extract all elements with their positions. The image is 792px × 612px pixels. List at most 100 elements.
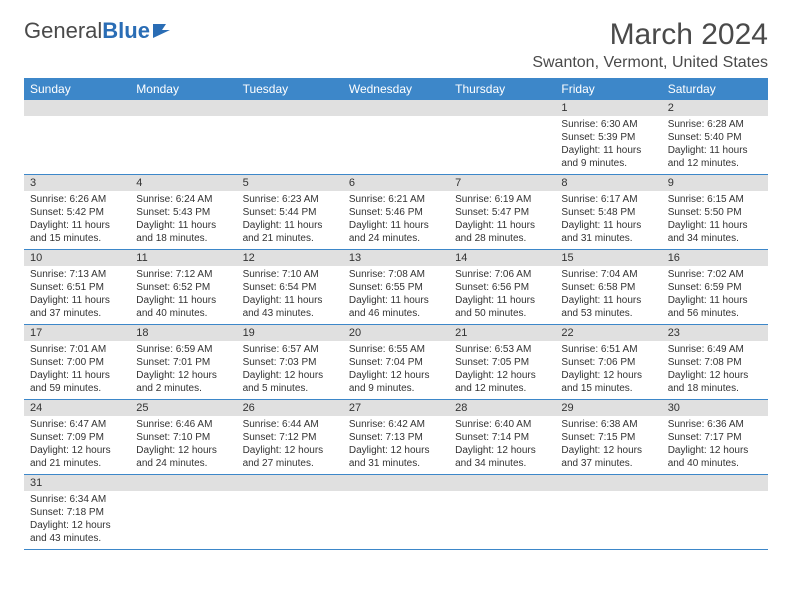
day-details: [449, 116, 555, 168]
day-number: 14: [449, 250, 555, 266]
calendar-day-cell: 17Sunrise: 7:01 AMSunset: 7:00 PMDayligh…: [24, 325, 130, 400]
day-number: 1: [555, 100, 661, 116]
day-number: 5: [237, 175, 343, 191]
calendar-day-cell: [555, 475, 661, 550]
daylight-text: Daylight: 11 hours and 15 minutes.: [30, 219, 124, 245]
calendar-day-cell: [24, 100, 130, 175]
daylight-text: Daylight: 12 hours and 34 minutes.: [455, 444, 549, 470]
sunrise-text: Sunrise: 6:15 AM: [668, 193, 762, 206]
sunrise-text: Sunrise: 6:44 AM: [243, 418, 337, 431]
sunrise-text: Sunrise: 6:30 AM: [561, 118, 655, 131]
day-details: Sunrise: 6:30 AMSunset: 5:39 PMDaylight:…: [555, 116, 661, 174]
daylight-text: Daylight: 12 hours and 5 minutes.: [243, 369, 337, 395]
weekday-header: Saturday: [662, 78, 768, 100]
day-number: [555, 475, 661, 491]
day-details: [237, 116, 343, 168]
calendar-day-cell: 4Sunrise: 6:24 AMSunset: 5:43 PMDaylight…: [130, 175, 236, 250]
sunrise-text: Sunrise: 6:26 AM: [30, 193, 124, 206]
sunrise-text: Sunrise: 6:17 AM: [561, 193, 655, 206]
sunrise-text: Sunrise: 7:12 AM: [136, 268, 230, 281]
sunset-text: Sunset: 5:43 PM: [136, 206, 230, 219]
day-number: [24, 100, 130, 116]
calendar-day-cell: 19Sunrise: 6:57 AMSunset: 7:03 PMDayligh…: [237, 325, 343, 400]
sunset-text: Sunset: 5:39 PM: [561, 131, 655, 144]
daylight-text: Daylight: 11 hours and 46 minutes.: [349, 294, 443, 320]
sunset-text: Sunset: 7:12 PM: [243, 431, 337, 444]
calendar-day-cell: 12Sunrise: 7:10 AMSunset: 6:54 PMDayligh…: [237, 250, 343, 325]
calendar-header-row: SundayMondayTuesdayWednesdayThursdayFrid…: [24, 78, 768, 100]
day-details: Sunrise: 6:28 AMSunset: 5:40 PMDaylight:…: [662, 116, 768, 174]
sunrise-text: Sunrise: 6:55 AM: [349, 343, 443, 356]
day-details: Sunrise: 7:02 AMSunset: 6:59 PMDaylight:…: [662, 266, 768, 324]
daylight-text: Daylight: 12 hours and 12 minutes.: [455, 369, 549, 395]
calendar-day-cell: 25Sunrise: 6:46 AMSunset: 7:10 PMDayligh…: [130, 400, 236, 475]
daylight-text: Daylight: 12 hours and 18 minutes.: [668, 369, 762, 395]
daylight-text: Daylight: 11 hours and 34 minutes.: [668, 219, 762, 245]
calendar-day-cell: 21Sunrise: 6:53 AMSunset: 7:05 PMDayligh…: [449, 325, 555, 400]
day-details: Sunrise: 6:24 AMSunset: 5:43 PMDaylight:…: [130, 191, 236, 249]
day-details: Sunrise: 7:06 AMSunset: 6:56 PMDaylight:…: [449, 266, 555, 324]
sunset-text: Sunset: 7:01 PM: [136, 356, 230, 369]
day-number: 4: [130, 175, 236, 191]
day-details: Sunrise: 6:26 AMSunset: 5:42 PMDaylight:…: [24, 191, 130, 249]
day-number: [449, 475, 555, 491]
day-number: [449, 100, 555, 116]
day-number: 13: [343, 250, 449, 266]
sunset-text: Sunset: 7:14 PM: [455, 431, 549, 444]
day-number: 28: [449, 400, 555, 416]
day-number: 20: [343, 325, 449, 341]
calendar-day-cell: 1Sunrise: 6:30 AMSunset: 5:39 PMDaylight…: [555, 100, 661, 175]
day-details: [130, 491, 236, 543]
day-details: Sunrise: 6:38 AMSunset: 7:15 PMDaylight:…: [555, 416, 661, 474]
title-block: March 2024 Swanton, Vermont, United Stat…: [532, 18, 768, 72]
day-number: [237, 100, 343, 116]
calendar-day-cell: 18Sunrise: 6:59 AMSunset: 7:01 PMDayligh…: [130, 325, 236, 400]
daylight-text: Daylight: 12 hours and 31 minutes.: [349, 444, 443, 470]
calendar-week-row: 10Sunrise: 7:13 AMSunset: 6:51 PMDayligh…: [24, 250, 768, 325]
sunrise-text: Sunrise: 6:42 AM: [349, 418, 443, 431]
sunset-text: Sunset: 7:04 PM: [349, 356, 443, 369]
daylight-text: Daylight: 11 hours and 50 minutes.: [455, 294, 549, 320]
day-number: [343, 475, 449, 491]
sunrise-text: Sunrise: 7:13 AM: [30, 268, 124, 281]
daylight-text: Daylight: 12 hours and 37 minutes.: [561, 444, 655, 470]
day-details: Sunrise: 6:53 AMSunset: 7:05 PMDaylight:…: [449, 341, 555, 399]
logo-text-gray: General: [24, 18, 102, 44]
day-number: [343, 100, 449, 116]
day-details: [662, 491, 768, 543]
daylight-text: Daylight: 12 hours and 15 minutes.: [561, 369, 655, 395]
calendar-day-cell: 2Sunrise: 6:28 AMSunset: 5:40 PMDaylight…: [662, 100, 768, 175]
day-details: Sunrise: 6:57 AMSunset: 7:03 PMDaylight:…: [237, 341, 343, 399]
sunset-text: Sunset: 7:18 PM: [30, 506, 124, 519]
day-details: Sunrise: 7:10 AMSunset: 6:54 PMDaylight:…: [237, 266, 343, 324]
sunset-text: Sunset: 7:10 PM: [136, 431, 230, 444]
day-number: 9: [662, 175, 768, 191]
sunrise-text: Sunrise: 6:36 AM: [668, 418, 762, 431]
calendar-day-cell: 5Sunrise: 6:23 AMSunset: 5:44 PMDaylight…: [237, 175, 343, 250]
daylight-text: Daylight: 12 hours and 24 minutes.: [136, 444, 230, 470]
sunrise-text: Sunrise: 6:53 AM: [455, 343, 549, 356]
logo: GeneralBlue: [24, 18, 174, 44]
day-number: [237, 475, 343, 491]
day-details: Sunrise: 6:17 AMSunset: 5:48 PMDaylight:…: [555, 191, 661, 249]
day-number: 25: [130, 400, 236, 416]
calendar-day-cell: 30Sunrise: 6:36 AMSunset: 7:17 PMDayligh…: [662, 400, 768, 475]
day-details: Sunrise: 7:12 AMSunset: 6:52 PMDaylight:…: [130, 266, 236, 324]
sunset-text: Sunset: 7:13 PM: [349, 431, 443, 444]
weekday-header: Wednesday: [343, 78, 449, 100]
day-number: 17: [24, 325, 130, 341]
calendar-day-cell: 8Sunrise: 6:17 AMSunset: 5:48 PMDaylight…: [555, 175, 661, 250]
day-number: [662, 475, 768, 491]
sunset-text: Sunset: 5:46 PM: [349, 206, 443, 219]
day-number: 18: [130, 325, 236, 341]
day-number: 12: [237, 250, 343, 266]
day-details: Sunrise: 6:59 AMSunset: 7:01 PMDaylight:…: [130, 341, 236, 399]
daylight-text: Daylight: 12 hours and 21 minutes.: [30, 444, 124, 470]
calendar-week-row: 1Sunrise: 6:30 AMSunset: 5:39 PMDaylight…: [24, 100, 768, 175]
day-details: [237, 491, 343, 543]
sunset-text: Sunset: 6:51 PM: [30, 281, 124, 294]
calendar-day-cell: [130, 475, 236, 550]
day-number: 24: [24, 400, 130, 416]
day-number: [130, 475, 236, 491]
day-details: [343, 116, 449, 168]
